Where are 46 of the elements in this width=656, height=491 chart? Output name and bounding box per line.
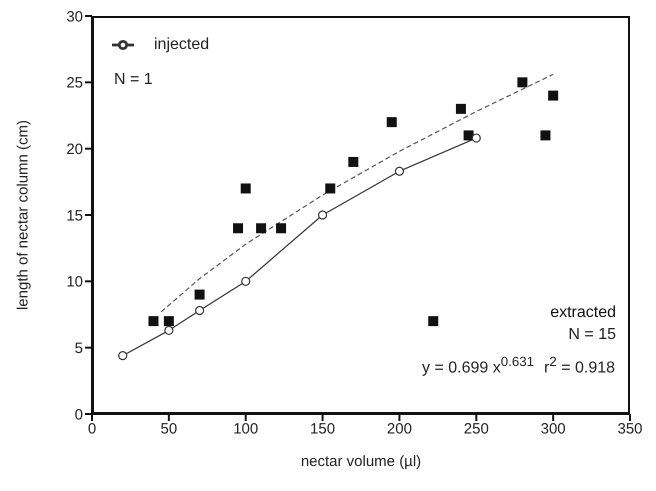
x-tick-label: 200	[386, 420, 412, 438]
text: extracted	[550, 304, 616, 322]
point	[256, 223, 266, 234]
annotation: N = 1	[114, 71, 153, 89]
annotation: N = 15	[568, 326, 616, 344]
point	[464, 130, 474, 140]
point	[472, 133, 481, 143]
point	[194, 290, 205, 300]
point	[540, 130, 550, 140]
annotation: y = 0.699 x$^{0.631}$	[422, 354, 534, 378]
y-tick-label: 20	[66, 140, 83, 158]
x-tick-label: 150	[310, 420, 336, 438]
point	[164, 326, 174, 336]
x-tick-label: 0	[88, 420, 96, 438]
y-tick-label: 0	[74, 406, 83, 424]
point	[325, 183, 336, 194]
y-tick-label: 5	[74, 340, 83, 357]
y-axis-title: length of nectar column (cm)	[14, 120, 32, 310]
x-tick-label: 250	[464, 420, 489, 438]
point	[118, 351, 128, 360]
x-axis-title: nectar volume (µl)	[300, 453, 422, 470]
point	[240, 183, 251, 194]
point	[276, 223, 286, 234]
point	[164, 316, 174, 326]
point	[233, 223, 244, 234]
point	[386, 117, 397, 128]
x-tick-label: 100	[233, 420, 258, 438]
x-tick-label: 350	[617, 420, 643, 438]
y-tick-label: 10	[66, 274, 83, 291]
point	[394, 166, 404, 176]
point	[241, 276, 250, 286]
point	[195, 306, 204, 316]
point	[318, 210, 328, 220]
y-tick-label: 25	[66, 74, 83, 92]
point	[456, 104, 466, 114]
x-tick-label: 50	[160, 420, 178, 438]
legend-label: injected	[154, 36, 210, 54]
point	[348, 156, 358, 167]
point	[517, 77, 528, 88]
x-tick-label: 300	[540, 420, 566, 438]
point	[148, 316, 158, 326]
annotation: r$^{2}$ = 0.918	[544, 354, 616, 378]
y-tick-label: 15	[66, 207, 83, 224]
point	[428, 316, 438, 326]
point	[548, 90, 558, 101]
y-tick-label: 30	[66, 8, 83, 26]
